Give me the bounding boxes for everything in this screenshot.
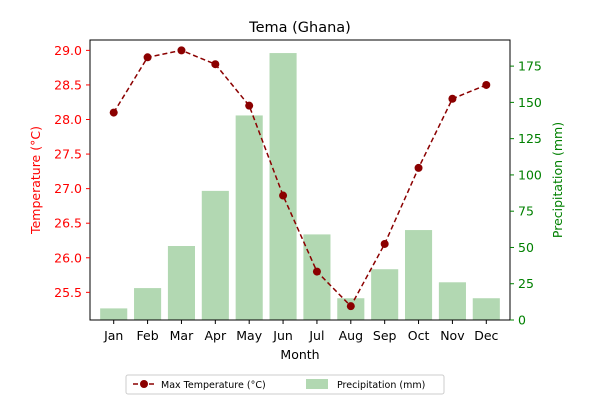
x-tick-label-oct: Oct (408, 328, 430, 343)
y-right-tick-label: 150 (518, 95, 542, 110)
x-tick-label-feb: Feb (137, 328, 159, 343)
temperature-point-jul (312, 267, 321, 276)
y-left-axis: 25.5 26.0 26.5 27.0 27.5 28.0 28.5 29.0 (54, 43, 90, 300)
precipitation-bar-nov (438, 282, 466, 320)
y-right-tick-label: 125 (518, 131, 542, 146)
legend-precipitation-label: Precipitation (mm) (337, 380, 425, 391)
y-left-tick-label: 27.0 (54, 181, 82, 196)
temperature-point-dec (482, 80, 491, 89)
precipitation-bar-dec (472, 298, 500, 320)
x-tick-label-nov: Nov (440, 328, 465, 343)
chart-title: Tema (Ghana) (248, 20, 351, 36)
temperature-point-jan (109, 108, 118, 117)
x-tick-label-aug: Aug (339, 328, 363, 343)
x-tick-label-sep: Sep (373, 328, 397, 343)
legend-temperature-label: Max Temperature (°C) (161, 380, 266, 391)
temperature-point-nov (448, 94, 457, 103)
temperature-point-aug (346, 302, 355, 311)
x-tick-label-jan: Jan (103, 328, 123, 343)
y-left-tick-label: 25.5 (54, 285, 82, 300)
legend: Max Temperature (°C) Precipitation (mm) (125, 374, 445, 395)
precipitation-bar-sep (371, 269, 399, 320)
y-right-tick-label: 25 (518, 276, 534, 291)
legend-temperature-marker (140, 380, 148, 388)
y-right-tick-label: 50 (518, 240, 534, 255)
precipitation-bar-feb (134, 288, 162, 320)
x-tick-label-apr: Apr (205, 328, 227, 343)
y-left-tick-label: 29.0 (54, 43, 82, 58)
y-right-tick-label: 0 (518, 313, 526, 328)
y-right-tick-label: 75 (518, 204, 534, 219)
y-right-tick-label: 100 (518, 167, 542, 182)
temperature-line (113, 49, 487, 308)
y-right-tick-label: 175 (518, 59, 542, 74)
y-left-axis-label: Temperature (°C) (28, 126, 43, 235)
precipitation-bar-may (235, 115, 263, 320)
y-left-tick-label: 26.0 (54, 250, 82, 265)
temperature-point-mar (177, 46, 186, 55)
legend-precipitation-swatch (306, 379, 328, 389)
x-tick-label-dec: Dec (474, 328, 498, 343)
precipitation-bar-apr (201, 190, 229, 320)
y-right-axis: 0 25 50 75 100 125 150 175 (510, 59, 542, 328)
x-tick-label-mar: Mar (170, 328, 194, 343)
precipitation-bar-jan (100, 308, 128, 320)
temperature-line-group (109, 46, 491, 311)
precipitation-bars (100, 53, 500, 320)
x-tick-label-jul: Jul (308, 328, 324, 343)
y-left-tick-label: 28.5 (54, 77, 82, 92)
y-right-axis-label: Precipitation (mm) (550, 122, 565, 238)
y-left-tick-label: 26.5 (54, 216, 82, 231)
x-tick-label-may: May (236, 328, 262, 343)
temperature-point-oct (414, 163, 423, 172)
temperature-point-sep (380, 239, 389, 248)
y-left-tick-label: 27.5 (54, 147, 82, 162)
temperature-point-jun (279, 191, 288, 200)
x-axis-label: Month (280, 347, 319, 362)
precipitation-bar-mar (167, 246, 195, 320)
plot-frame (89, 39, 511, 321)
precipitation-bar-jun (269, 53, 297, 320)
temperature-point-apr (211, 60, 220, 69)
legend-box (125, 374, 445, 395)
x-axis: Jan Feb Mar Apr May Jun Jul Aug Sep Oct Nov Dec (103, 320, 499, 343)
precipitation-bar-jul (303, 234, 331, 320)
temperature-point-may (245, 101, 254, 110)
y-left-tick-label: 28.0 (54, 112, 82, 127)
temperature-point-feb (143, 53, 152, 62)
precipitation-bar-oct (405, 230, 433, 320)
x-tick-label-jun: Jun (272, 328, 293, 343)
